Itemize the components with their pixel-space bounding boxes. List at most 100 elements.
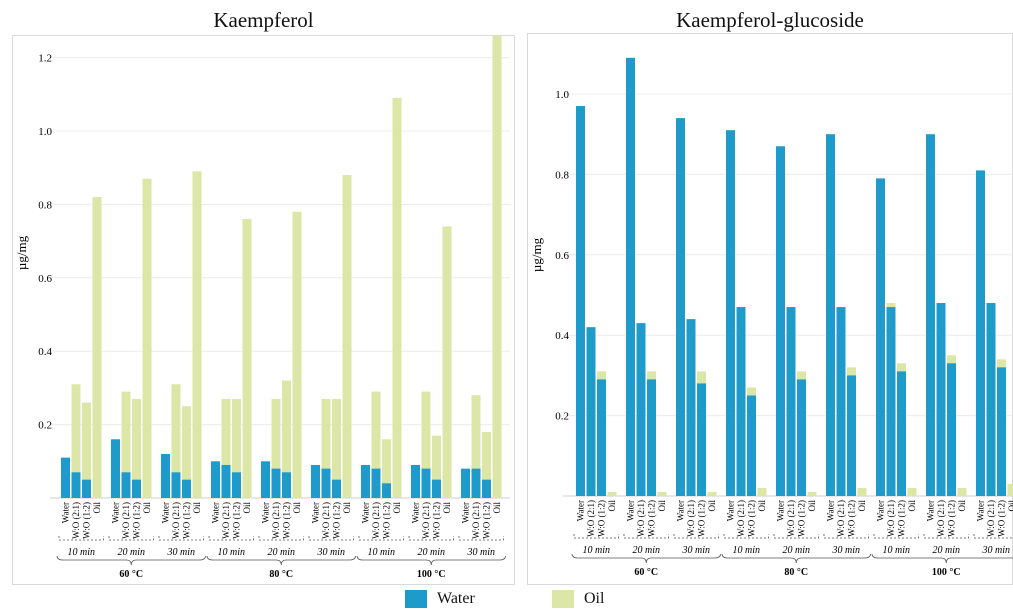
y-tick-label: 0.4 bbox=[38, 346, 52, 358]
temperature-brace bbox=[871, 553, 1013, 564]
time-label-10-min: 10 min bbox=[368, 547, 396, 558]
bar-label-w-o-1-2: W:O (1:2) bbox=[432, 502, 442, 539]
y-tick-label: 0.6 bbox=[38, 273, 52, 285]
bar-label-oil: Oil bbox=[807, 500, 817, 512]
time-label-30-min: 30 min bbox=[467, 547, 496, 558]
bar-water-6-2 bbox=[382, 483, 391, 498]
time-label-20-min: 20 min bbox=[118, 547, 146, 558]
time-label-20-min: 20 min bbox=[268, 547, 296, 558]
bar-label-w-o-2-1: W:O (2:1) bbox=[836, 500, 846, 537]
bar-label-w-o-1-2: W:O (1:2) bbox=[797, 500, 807, 537]
bar-label-w-o-2-1: W:O (2:1) bbox=[171, 502, 181, 539]
bar-oil-8-1 bbox=[471, 395, 481, 498]
bar-label-water: Water bbox=[676, 500, 686, 521]
bar-oil-1-3 bbox=[142, 178, 152, 498]
y-tick-label: 0.2 bbox=[555, 411, 569, 423]
bar-water-2-2 bbox=[697, 383, 706, 496]
bar-oil-5-1 bbox=[321, 398, 331, 498]
temperature-brace bbox=[571, 553, 721, 564]
time-label-30-min: 30 min bbox=[167, 547, 196, 558]
bar-oil-5-3 bbox=[857, 487, 867, 496]
time-label-10-min: 10 min bbox=[883, 545, 911, 556]
bar-label-w-o-1-2: W:O (1:2) bbox=[482, 502, 492, 539]
bar-oil-2-3 bbox=[707, 491, 717, 496]
bar-water-0-1 bbox=[586, 327, 596, 496]
bar-water-3-0 bbox=[726, 130, 735, 496]
bar-label-water: Water bbox=[111, 502, 121, 523]
bar-label-w-o-2-1: W:O (2:1) bbox=[586, 500, 596, 537]
bar-oil-7-1 bbox=[421, 391, 431, 498]
bar-oil-4-3 bbox=[807, 491, 817, 496]
time-bracket bbox=[108, 536, 154, 541]
bar-label-water: Water bbox=[776, 500, 786, 521]
legend-swatch-oil bbox=[552, 590, 574, 608]
bar-label-oil: Oil bbox=[857, 500, 867, 512]
bar-water-3-0 bbox=[211, 461, 220, 498]
bar-water-5-2 bbox=[847, 375, 856, 496]
bar-label-oil: Oil bbox=[242, 502, 252, 514]
bar-label-w-o-1-2: W:O (1:2) bbox=[182, 502, 192, 539]
bar-water-1-1 bbox=[121, 472, 131, 498]
bar-water-5-1 bbox=[836, 307, 846, 496]
bar-water-4-1 bbox=[786, 307, 796, 496]
bar-label-oil: Oil bbox=[292, 502, 302, 514]
legend-swatch-water bbox=[405, 590, 427, 608]
bar-water-7-0 bbox=[411, 464, 420, 498]
bars bbox=[61, 35, 502, 499]
bar-water-2-2 bbox=[182, 479, 191, 498]
bar-water-4-0 bbox=[776, 146, 785, 496]
bar-label-oil: Oil bbox=[757, 500, 767, 512]
bar-oil-8-3 bbox=[1007, 483, 1013, 496]
bar-label-w-o-1-2: W:O (1:2) bbox=[382, 502, 392, 539]
bar-label-oil: Oil bbox=[92, 502, 102, 514]
bar-label-water: Water bbox=[576, 500, 586, 521]
y-axis-label: µg/mg bbox=[14, 235, 29, 270]
temperature-brace bbox=[356, 555, 506, 566]
bar-label-oil: Oil bbox=[907, 500, 917, 512]
bar-label-w-o-1-2: W:O (1:2) bbox=[897, 500, 907, 537]
bar-label-water: Water bbox=[261, 502, 271, 523]
bar-oil-0-3 bbox=[92, 197, 102, 498]
time-bracket bbox=[623, 534, 669, 539]
time-bracket bbox=[673, 534, 719, 539]
bar-water-5-2 bbox=[332, 479, 341, 498]
bar-oil-7-3 bbox=[957, 487, 967, 496]
time-bracket bbox=[458, 536, 504, 541]
bar-label-w-o-2-1: W:O (2:1) bbox=[221, 502, 231, 539]
y-tick-label: 1.0 bbox=[38, 126, 52, 138]
chart-title-kaempferol: Kaempferol bbox=[213, 8, 314, 32]
bar-oil-8-3 bbox=[492, 35, 502, 498]
bar-water-5-0 bbox=[826, 134, 835, 496]
bar-water-1-2 bbox=[132, 479, 141, 498]
bar-label-w-o-2-1: W:O (2:1) bbox=[736, 500, 746, 537]
bar-oil-0-2 bbox=[82, 402, 91, 498]
bar-label-oil: Oil bbox=[142, 502, 152, 514]
bar-oil-6-3 bbox=[392, 97, 402, 498]
bar-water-2-1 bbox=[171, 472, 181, 498]
bar-water-0-0 bbox=[61, 457, 70, 498]
bar-water-4-2 bbox=[282, 472, 291, 498]
bar-water-8-0 bbox=[461, 468, 470, 498]
bar-oil-5-3 bbox=[342, 175, 352, 499]
time-bracket bbox=[358, 536, 404, 541]
bar-label-oil: Oil bbox=[1007, 500, 1013, 512]
bar-water-5-0 bbox=[311, 464, 320, 498]
bar-label-w-o-2-1: W:O (2:1) bbox=[121, 502, 131, 539]
bar-label-w-o-2-1: W:O (2:1) bbox=[936, 500, 946, 537]
bar-water-4-0 bbox=[261, 461, 270, 498]
time-label-10-min: 10 min bbox=[733, 545, 761, 556]
bar-label-water: Water bbox=[361, 502, 371, 523]
legend-label-water: Water bbox=[437, 590, 475, 607]
bar-label-w-o-1-2: W:O (1:2) bbox=[997, 500, 1007, 537]
bar-water-8-2 bbox=[482, 479, 491, 498]
time-bracket bbox=[308, 536, 354, 541]
bar-water-1-0 bbox=[111, 439, 120, 498]
y-tick-label: 0.8 bbox=[555, 169, 569, 181]
bar-label-water: Water bbox=[976, 500, 986, 521]
bar-oil-0-1 bbox=[71, 384, 81, 498]
bar-water-8-0 bbox=[976, 170, 985, 496]
bar-water-1-1 bbox=[636, 323, 646, 496]
bar-label-water: Water bbox=[626, 500, 636, 521]
bar-label-water: Water bbox=[311, 502, 321, 523]
